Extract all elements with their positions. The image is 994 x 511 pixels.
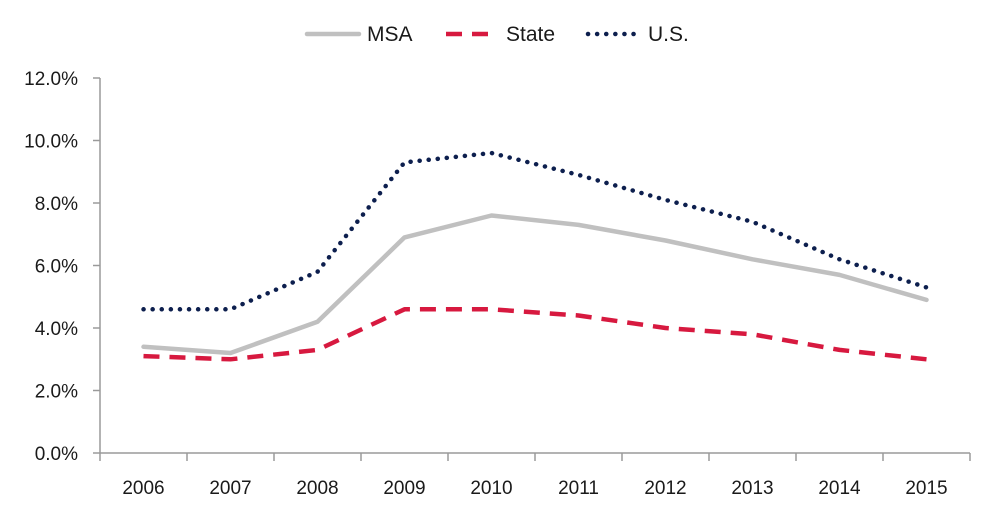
x-tick-label: 2014 [818,478,861,499]
y-tick-label: 4.0% [35,319,78,340]
y-axis: 0.0% 2.0% 4.0% 6.0% 8.0% 10.0% 12.0% [24,69,101,465]
y-tick-label: 2.0% [35,382,78,403]
y-tick-label: 0.0% [35,444,78,465]
x-tick-label: 2006 [122,478,164,499]
x-tick-label: 2012 [644,478,686,499]
y-tick-label: 10.0% [24,132,78,153]
x-tick-label: 2013 [731,478,773,499]
series-layer [141,150,929,362]
y-tick-label: 12.0% [24,69,78,90]
legend-item: U.S. [585,23,689,46]
legend-label: U.S. [648,23,689,46]
y-tick-label: 8.0% [35,194,78,215]
y-tick-label: 6.0% [35,257,78,278]
x-tick-label: 2010 [470,478,512,499]
legend-item: State [446,23,555,46]
x-tick-label: 2008 [296,478,338,499]
legend-label: State [506,23,555,46]
legend-item: MSA [304,23,413,46]
series-line-msa [141,213,929,356]
x-tick-label: 2015 [905,478,947,499]
x-tick-label: 2009 [383,478,425,499]
x-tick-label: 2011 [558,478,599,499]
series-line-state [143,307,927,362]
legend: MSA State U.S. [304,23,689,46]
x-tick-label: 2007 [209,478,251,499]
legend-label: MSA [367,23,413,46]
x-axis: 2006 2007 2008 2009 2010 2011 2012 2013 2014 2015 [99,452,971,499]
series-line-u-s [141,150,929,312]
